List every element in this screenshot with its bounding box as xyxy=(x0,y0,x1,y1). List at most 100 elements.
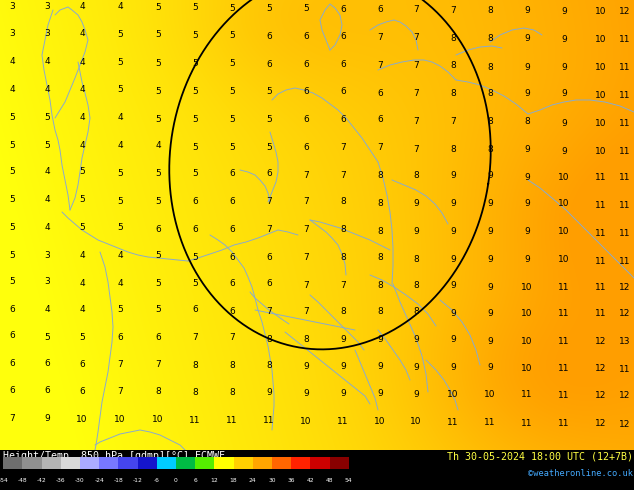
Text: 9: 9 xyxy=(340,335,346,343)
Text: 9: 9 xyxy=(450,363,456,371)
Text: 11: 11 xyxy=(263,416,275,424)
Text: 8: 8 xyxy=(487,118,493,126)
Text: 8: 8 xyxy=(155,387,161,395)
Text: 10: 10 xyxy=(559,227,570,237)
Text: 5: 5 xyxy=(192,252,198,262)
Text: 9: 9 xyxy=(303,362,309,370)
Text: 5: 5 xyxy=(303,4,309,14)
Text: 9: 9 xyxy=(413,390,419,398)
Text: ©weatheronline.co.uk: ©weatheronline.co.uk xyxy=(527,469,633,478)
Text: 4: 4 xyxy=(117,278,123,288)
Text: 7: 7 xyxy=(303,280,309,290)
Text: 8: 8 xyxy=(192,388,198,396)
Text: 11: 11 xyxy=(521,390,533,398)
Text: 5: 5 xyxy=(9,277,15,287)
Text: 9: 9 xyxy=(487,363,493,371)
Text: 5: 5 xyxy=(192,170,198,178)
Text: 7: 7 xyxy=(303,225,309,235)
Text: Th 30-05-2024 18:00 UTC (12+7B): Th 30-05-2024 18:00 UTC (12+7B) xyxy=(447,451,633,461)
Text: 11: 11 xyxy=(595,200,607,210)
Text: 9: 9 xyxy=(413,363,419,371)
Text: 4: 4 xyxy=(9,57,15,67)
Text: 8: 8 xyxy=(192,361,198,369)
Text: 5: 5 xyxy=(266,88,272,97)
Text: -36: -36 xyxy=(56,478,65,483)
Text: 11: 11 xyxy=(619,64,631,73)
Text: 8: 8 xyxy=(450,62,456,71)
Text: 7: 7 xyxy=(303,253,309,263)
Text: 9: 9 xyxy=(487,309,493,318)
Text: 5: 5 xyxy=(117,196,123,205)
Text: 8: 8 xyxy=(487,6,493,16)
Text: 7: 7 xyxy=(413,89,419,98)
Text: 5: 5 xyxy=(9,168,15,176)
Text: 6: 6 xyxy=(340,88,346,97)
Text: 8: 8 xyxy=(487,146,493,154)
Bar xyxy=(310,457,330,469)
Text: 9: 9 xyxy=(561,64,567,73)
Text: 5: 5 xyxy=(155,305,161,315)
Text: 9: 9 xyxy=(524,146,530,154)
Text: 6: 6 xyxy=(9,304,15,314)
Text: 5: 5 xyxy=(79,196,85,204)
Text: 9: 9 xyxy=(450,254,456,264)
Text: 10: 10 xyxy=(152,415,164,423)
Text: 4: 4 xyxy=(79,251,85,261)
Text: 5: 5 xyxy=(9,250,15,260)
Text: 6: 6 xyxy=(229,224,235,234)
Text: 13: 13 xyxy=(619,338,631,346)
Text: 5: 5 xyxy=(192,87,198,96)
Text: 6: 6 xyxy=(303,60,309,70)
Text: 4: 4 xyxy=(79,278,85,288)
Text: 5: 5 xyxy=(79,223,85,232)
Text: 6: 6 xyxy=(229,279,235,289)
Text: 9: 9 xyxy=(561,119,567,127)
Text: 8: 8 xyxy=(340,253,346,263)
Text: 10: 10 xyxy=(595,64,607,73)
Text: 9: 9 xyxy=(561,90,567,98)
Text: 5: 5 xyxy=(229,115,235,123)
Text: 9: 9 xyxy=(487,255,493,265)
Text: 5: 5 xyxy=(155,196,161,205)
Text: 6: 6 xyxy=(9,386,15,394)
Text: 11: 11 xyxy=(484,417,496,426)
Text: 10: 10 xyxy=(521,283,533,292)
Text: 11: 11 xyxy=(619,228,631,238)
Text: 7: 7 xyxy=(266,307,272,316)
Text: 6: 6 xyxy=(377,89,383,98)
Text: 7: 7 xyxy=(413,117,419,125)
Text: 12: 12 xyxy=(619,284,631,293)
Text: 11: 11 xyxy=(619,365,631,373)
Text: 4: 4 xyxy=(79,29,85,39)
Text: 9: 9 xyxy=(377,336,383,344)
Text: 10: 10 xyxy=(447,390,459,398)
Text: 7: 7 xyxy=(450,117,456,125)
Text: 8: 8 xyxy=(377,253,383,263)
Text: -42: -42 xyxy=(37,478,46,483)
Text: 11: 11 xyxy=(559,391,570,399)
Text: 30: 30 xyxy=(268,478,276,483)
Text: 9: 9 xyxy=(561,35,567,45)
Bar xyxy=(22,457,42,469)
Text: 4: 4 xyxy=(44,57,50,67)
Text: 7: 7 xyxy=(340,144,346,152)
Text: 5: 5 xyxy=(155,115,161,123)
Text: 9: 9 xyxy=(450,281,456,291)
Text: 7: 7 xyxy=(303,197,309,206)
Text: 8: 8 xyxy=(377,280,383,290)
Text: 7: 7 xyxy=(413,62,419,71)
Text: 6: 6 xyxy=(266,32,272,42)
Text: 4: 4 xyxy=(155,142,161,150)
Text: 7: 7 xyxy=(413,33,419,43)
Text: 11: 11 xyxy=(619,119,631,127)
Text: 5: 5 xyxy=(117,305,123,315)
Text: 10: 10 xyxy=(595,119,607,127)
Text: 11: 11 xyxy=(595,173,607,182)
Text: 6: 6 xyxy=(229,307,235,316)
Text: 11: 11 xyxy=(595,284,607,293)
Text: 7: 7 xyxy=(192,334,198,343)
Text: 9: 9 xyxy=(524,227,530,237)
Text: 9: 9 xyxy=(524,34,530,44)
Text: 10: 10 xyxy=(521,309,533,318)
Text: 3: 3 xyxy=(44,277,50,287)
